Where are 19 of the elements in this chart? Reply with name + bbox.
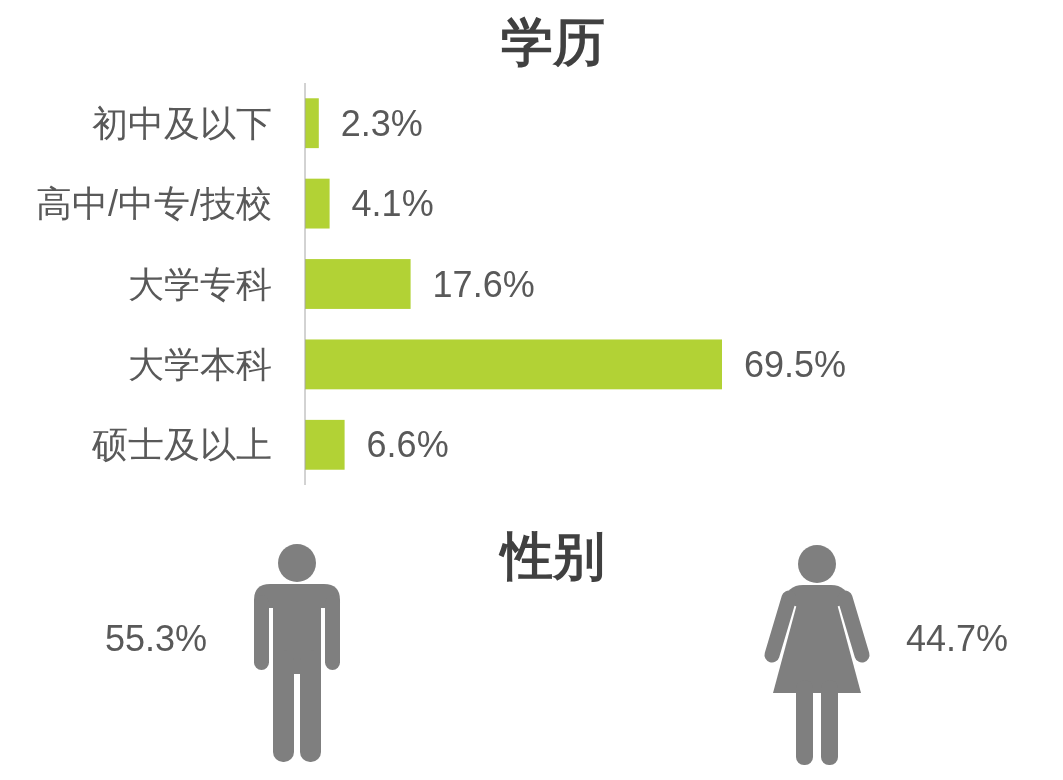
data-label: 55.3% — [104, 617, 208, 659]
data-label: 44.7% — [905, 617, 1009, 659]
data-label: 4.1% — [351, 183, 434, 225]
data-label: 17.6% — [432, 263, 535, 305]
data-label: 69.5% — [744, 343, 847, 385]
y-tick-label: 初中及以下 — [92, 102, 272, 144]
bar — [305, 419, 345, 470]
y-tick-label: 硕士及以上 — [91, 424, 272, 466]
y-tick-label: 高中/中专/技校 — [35, 183, 272, 225]
bar — [305, 259, 411, 309]
data-label: 6.6% — [366, 424, 449, 466]
y-tick-label: 大学专科 — [128, 263, 272, 305]
text: 性别 — [498, 527, 605, 585]
bar — [305, 178, 330, 229]
bar — [305, 98, 319, 149]
bar — [305, 339, 722, 390]
y-tick-label: 大学本科 — [128, 343, 272, 385]
chart-title: 学历 — [501, 13, 605, 71]
data-label: 2.3% — [340, 102, 423, 144]
